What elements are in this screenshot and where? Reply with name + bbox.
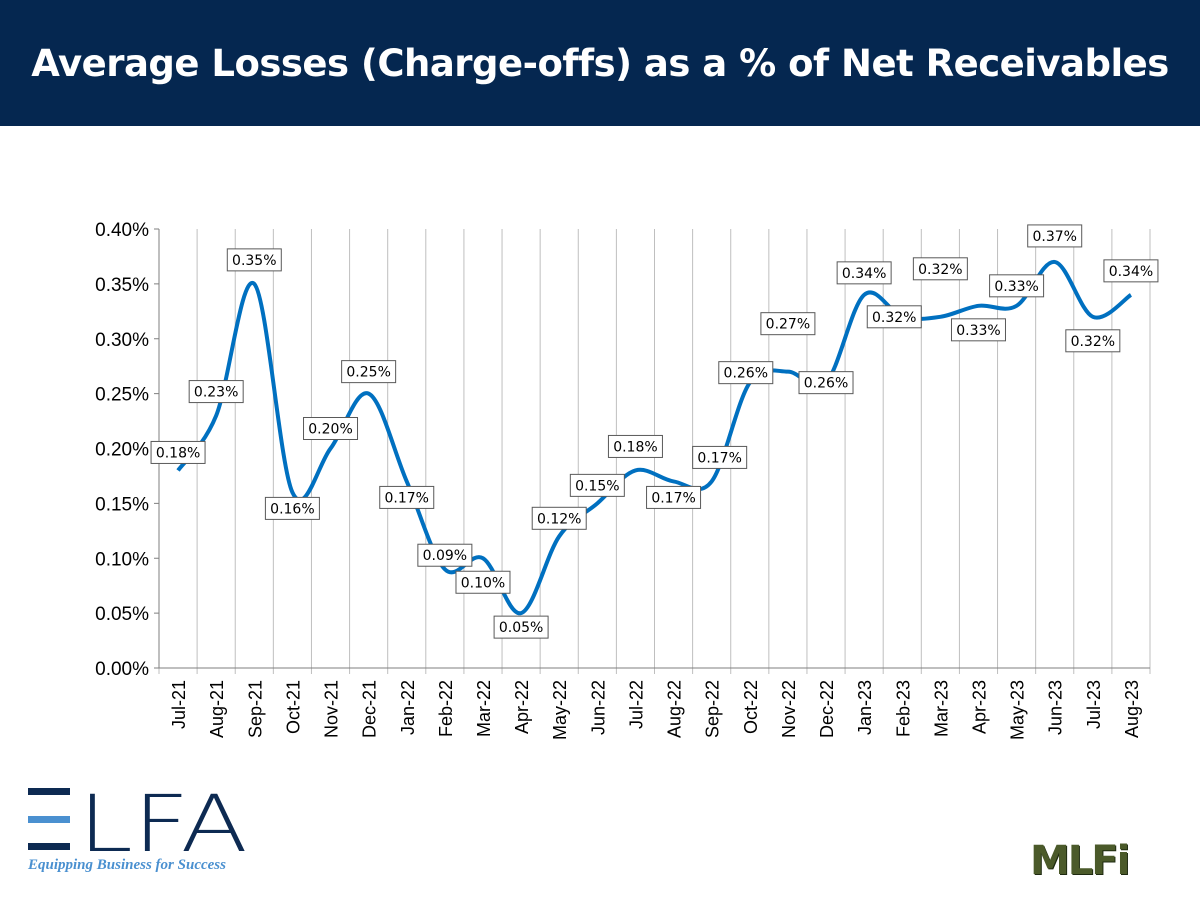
data-label-box (760, 312, 816, 336)
data-label-box (718, 361, 774, 385)
data-label-box (417, 543, 473, 567)
data-label: 0.05% (499, 620, 543, 636)
x-tick-label: Mar-22 (474, 680, 494, 737)
data-label: 0.15% (575, 478, 619, 494)
data-label: 0.34% (842, 266, 886, 282)
x-tick-label: Jul-23 (1084, 680, 1104, 729)
data-label: 0.32% (872, 310, 916, 326)
y-tick-label: 0.15% (95, 494, 149, 515)
x-tick-label: Mar-23 (931, 680, 951, 737)
elfa-tagline: Equipping Business for Success (28, 857, 226, 873)
x-tick-label: Jul-22 (626, 680, 646, 729)
y-tick-label: 0.05% (95, 604, 149, 625)
x-tick-label: May-22 (550, 680, 570, 740)
data-label: 0.33% (994, 279, 1038, 295)
x-tick-label: Apr-23 (969, 680, 989, 734)
data-label: 0.17% (651, 490, 695, 506)
svg-text:LFA: LFA (78, 785, 248, 855)
y-tick-label: 0.35% (95, 275, 149, 296)
x-tick-label: May-23 (1008, 680, 1028, 740)
data-label-box (379, 485, 435, 509)
x-tick-label: Dec-22 (817, 680, 837, 738)
data-label-box (866, 305, 922, 329)
data-label-box (569, 473, 625, 497)
y-tick-label: 0.40% (95, 220, 149, 241)
data-label-box (341, 360, 397, 384)
y-tick-label: 0.30% (95, 330, 149, 351)
x-tick-label: Jun-22 (588, 680, 608, 735)
y-tick-label: 0.10% (95, 549, 149, 570)
data-label: 0.35% (232, 253, 276, 269)
data-label-box (836, 261, 892, 285)
x-tick-label: Dec-21 (360, 680, 380, 738)
x-tick-label: Jan-23 (855, 680, 875, 735)
x-tick-label: Aug-21 (207, 680, 227, 738)
data-label: 0.16% (270, 501, 314, 517)
data-label-box (646, 485, 702, 509)
data-label-box (188, 380, 244, 404)
data-label-box (264, 496, 320, 520)
data-label-box (531, 506, 587, 530)
data-label: 0.25% (346, 365, 390, 381)
x-tick-label: Apr-22 (512, 680, 532, 734)
data-label: 0.17% (385, 490, 429, 506)
data-label: 0.09% (423, 548, 467, 564)
data-label: 0.23% (194, 385, 238, 401)
y-tick-label: 0.20% (95, 440, 149, 461)
data-label-box (989, 274, 1045, 298)
data-label-box (493, 615, 549, 639)
data-label-box (912, 257, 968, 281)
x-tick-label: Jul-21 (169, 680, 189, 729)
y-tick-label: 0.25% (95, 385, 149, 406)
data-label-box (455, 570, 511, 594)
y-tick-label: 0.00% (95, 659, 149, 680)
x-tick-label: Aug-23 (1122, 680, 1142, 738)
data-label-box (607, 434, 663, 458)
x-tick-label: Jun-23 (1046, 680, 1066, 735)
x-tick-label: Nov-22 (779, 680, 799, 738)
data-label: 0.37% (1032, 229, 1076, 245)
data-label-box (150, 440, 206, 464)
data-label: 0.10% (461, 575, 505, 591)
data-label: 0.26% (724, 366, 768, 382)
data-label: 0.26% (804, 376, 848, 392)
x-tick-label: Oct-21 (283, 680, 303, 734)
data-label: 0.34% (1109, 264, 1153, 280)
elfa-logo: LFA Equipping Business for Success (28, 785, 288, 885)
data-label-box (692, 445, 748, 469)
data-label: 0.12% (537, 511, 581, 527)
data-label-box (798, 371, 854, 395)
data-label: 0.33% (956, 323, 1000, 339)
x-tick-label: Sep-21 (245, 680, 265, 738)
data-label-box (950, 318, 1006, 342)
page-title: Average Losses (Charge-offs) as a % of N… (31, 41, 1169, 85)
data-label-box (1027, 224, 1083, 248)
data-label: 0.17% (697, 450, 741, 466)
x-tick-label: Sep-22 (703, 680, 723, 738)
mlfi-logo: MLFi (1030, 838, 1130, 884)
data-label: 0.27% (766, 317, 810, 333)
data-label: 0.18% (156, 445, 200, 461)
data-label: 0.18% (613, 439, 657, 455)
x-tick-label: Feb-23 (893, 680, 913, 737)
data-label: 0.32% (1071, 334, 1115, 350)
x-tick-label: Aug-22 (665, 680, 685, 738)
x-tick-label: Jan-22 (398, 680, 418, 735)
x-tick-label: Nov-21 (322, 680, 342, 738)
x-tick-label: Feb-22 (436, 680, 456, 737)
data-label: 0.32% (918, 262, 962, 278)
data-label: 0.20% (308, 422, 352, 438)
data-label-box (1103, 259, 1159, 283)
data-label-box (226, 248, 282, 272)
data-label-box (303, 417, 359, 440)
x-tick-label: Oct-22 (741, 680, 761, 734)
data-label-box (1065, 329, 1121, 353)
header-bar: Average Losses (Charge-offs) as a % of N… (0, 0, 1200, 126)
